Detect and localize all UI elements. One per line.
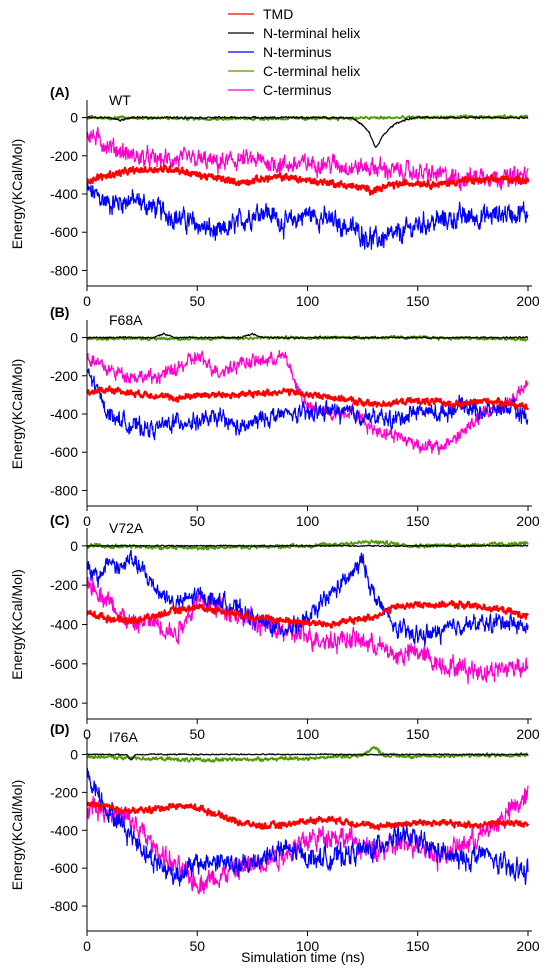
y-tick-label: -800: [50, 482, 78, 498]
y-tick-label: 0: [70, 110, 78, 126]
x-tick-label: 100: [296, 513, 320, 529]
panel-f68a: 0 -200 -400 -600 -800 0 50 100 150 200 Energy(KCal…: [9, 304, 540, 529]
series-line-tmd: [87, 164, 530, 196]
y-axis-title: Energy(KCal/Mol): [9, 139, 25, 249]
series-line-n-terminal-helix: [87, 753, 529, 761]
series-group: [87, 114, 530, 250]
x-tick-label: 200: [516, 513, 540, 529]
series-line-c-terminus: [87, 349, 529, 456]
x-tick-label: 200: [516, 938, 540, 954]
series-group: [87, 539, 529, 685]
panel-name: V72A: [109, 520, 144, 536]
y-tick-label: -200: [50, 577, 78, 593]
series-line-n-terminus: [87, 549, 529, 647]
series-line-n-terminus: [87, 182, 529, 250]
y-tick-label: -200: [50, 368, 78, 384]
y-axis-title: Energy(KCal/Mol): [9, 359, 25, 469]
series-line-c-terminus: [87, 576, 529, 685]
x-tick-label: 0: [83, 938, 91, 954]
legend-label-n-terminus: N-terminus: [263, 44, 331, 60]
x-tick-label: 0: [83, 513, 91, 529]
y-tick-label: -800: [50, 262, 78, 278]
panel-v72a: 0 -200 -400 -600 -800 0 50 100 150 200 Energy(KCal…: [9, 512, 540, 742]
y-tick-label: -400: [50, 186, 78, 202]
panel-i76a: 0 -200 -400 -600 -800 0 50 100 150 200 Energy(KCal…: [9, 721, 540, 954]
x-tick-label: 0: [83, 293, 91, 309]
x-axis-title: Simulation time (ns): [241, 949, 365, 965]
x-tick-label: 0: [83, 726, 91, 742]
y-tick-label: -400: [50, 406, 78, 422]
series-line-n-terminal-helix: [87, 332, 529, 340]
x-tick-label: 200: [516, 293, 540, 309]
panel-letter: (C): [50, 512, 69, 528]
legend-label-c-terminal-helix: C-terminal helix: [263, 63, 360, 79]
y-axis-title: Energy(KCal/Mol): [9, 780, 25, 890]
x-tick-label: 150: [406, 513, 430, 529]
x-tick-label: 50: [189, 938, 205, 954]
x-tick-label: 150: [406, 938, 430, 954]
x-tick-label: 150: [406, 726, 430, 742]
x-tick-label: 50: [189, 726, 205, 742]
x-tick-label: 100: [296, 938, 320, 954]
panel-name: F68A: [109, 312, 143, 328]
x-tick-label: 100: [296, 726, 320, 742]
series-line-tmd: [87, 599, 529, 629]
y-axis-title: Energy(KCal/Mol): [9, 569, 25, 679]
y-tick-label: -800: [50, 898, 78, 914]
panel-name: WT: [109, 92, 131, 108]
legend: TMD N-terminal helix N-terminus C-terminal …: [228, 6, 360, 98]
x-tick-label: 100: [296, 293, 320, 309]
panels: 0 -200 -400 -600 -800 0 50 100 150 200 Energy(KCal…: [9, 84, 540, 954]
panel-name: I76A: [109, 729, 138, 745]
series-line-c-terminal-helix: [87, 745, 529, 763]
panel-wt: 0 -200 -400 -600 -800 0 50 100 150 200 Energy(KCal…: [9, 84, 540, 309]
y-tick-label: -800: [50, 695, 78, 711]
series-line-tmd: [87, 385, 530, 411]
x-tick-label: 50: [189, 513, 205, 529]
y-tick-label: 0: [70, 746, 78, 762]
y-tick-label: -600: [50, 444, 78, 460]
series-line-c-terminal-helix: [87, 539, 529, 551]
y-tick-label: -200: [50, 148, 78, 164]
series-line-n-terminal-helix: [87, 544, 529, 548]
y-tick-label: -600: [50, 656, 78, 672]
series-line-n-terminus: [87, 767, 529, 887]
y-tick-label: 0: [70, 330, 78, 346]
y-tick-label: -600: [50, 224, 78, 240]
y-tick-label: -400: [50, 617, 78, 633]
panel-letter: (B): [50, 304, 69, 320]
x-tick-label: 150: [406, 293, 430, 309]
x-tick-label: 50: [189, 293, 205, 309]
y-tick-label: -400: [50, 822, 78, 838]
x-tick-label: 200: [516, 726, 540, 742]
y-tick-label: -200: [50, 784, 78, 800]
series-line-n-terminal-helix: [87, 115, 529, 148]
panel-letter: (D): [50, 721, 69, 737]
legend-label-n-terminal-helix: N-terminal helix: [263, 25, 360, 41]
series-group: [87, 745, 530, 895]
y-tick-label: -600: [50, 860, 78, 876]
y-tick-label: 0: [70, 538, 78, 554]
panel-letter: (A): [50, 84, 69, 100]
series-line-c-terminus: [87, 126, 529, 192]
legend-label-c-terminus: C-terminus: [263, 82, 331, 98]
series-line-c-terminus: [87, 785, 529, 895]
series-line-tmd: [87, 801, 530, 831]
series-group: [87, 332, 530, 456]
legend-label-tmd: TMD: [263, 6, 293, 22]
